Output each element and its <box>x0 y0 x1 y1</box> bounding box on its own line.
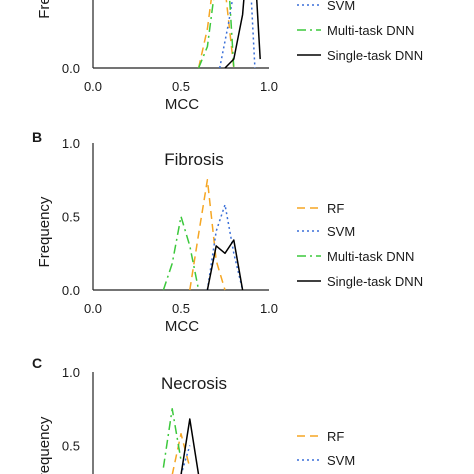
series-line-rf <box>171 432 191 474</box>
legend-label-rf: RF <box>327 429 344 444</box>
x-axis-label: MCC <box>165 318 199 335</box>
legend-label-rf: RF <box>327 201 344 216</box>
x-tick-label: 0.5 <box>172 79 190 94</box>
panel-letter: C <box>32 355 42 371</box>
series-line-rf <box>197 0 235 69</box>
series-line-single-task-dnn <box>180 418 200 474</box>
y-axis-label: Frequency <box>36 196 53 267</box>
legend-label-svm: SVM <box>327 224 355 239</box>
y-tick-label: 0.0 <box>62 61 80 76</box>
y-tick-label: 0.5 <box>62 210 80 225</box>
legend-label-svm: SVM <box>327 0 355 13</box>
series-line-multi-task-dnn <box>162 408 182 468</box>
series-line-multi-task-dnn <box>162 215 200 291</box>
y-tick-label: 1.0 <box>62 136 80 151</box>
legend-label-svm: SVM <box>327 453 355 468</box>
x-tick-label: 0.0 <box>84 79 102 94</box>
series-line-single-task-dnn <box>206 239 244 291</box>
chart-panel-2: B Fibrosis 0.0 0.5 1.0 0.0 0.5 1.0 MCC Frequency R… <box>32 129 423 335</box>
y-axis-label: Freque <box>36 0 53 19</box>
legend-label-single-task-dnn: Single-task DNN <box>327 48 423 63</box>
x-tick-label: 1.0 <box>260 79 278 94</box>
legend-label-single-task-dnn: Single-task DNN <box>327 274 423 289</box>
chart-panel-3: C Necrosis 0.5 1.0 Frequency RF SVM <box>32 355 355 474</box>
series-line-multi-task-dnn <box>197 0 235 69</box>
y-tick-label: 0.0 <box>62 283 80 298</box>
series-line-svm <box>206 203 244 291</box>
legend-label-multi-task-dnn: Multi-task DNN <box>327 23 414 38</box>
x-tick-label: 0.0 <box>84 301 102 316</box>
chart-panel-1: 0.0 0.0 0.5 1.0 MCC Freque SVM Multi-task DNN Si… <box>36 0 423 113</box>
y-tick-label: 0.5 <box>62 439 80 454</box>
panel-letter: B <box>32 129 42 145</box>
panel-title: Necrosis <box>161 374 227 393</box>
series-line-rf <box>189 179 226 291</box>
x-tick-label: 0.5 <box>172 301 190 316</box>
legend-label-multi-task-dnn: Multi-task DNN <box>327 249 414 264</box>
series-line-single-task-dnn <box>224 0 261 69</box>
panel-title: Fibrosis <box>164 150 224 169</box>
x-tick-label: 1.0 <box>260 301 278 316</box>
y-tick-label: 1.0 <box>62 365 80 380</box>
x-axis-label: MCC <box>165 96 199 113</box>
y-axis-label: Frequency <box>36 416 53 474</box>
series-line-svm <box>218 0 256 69</box>
